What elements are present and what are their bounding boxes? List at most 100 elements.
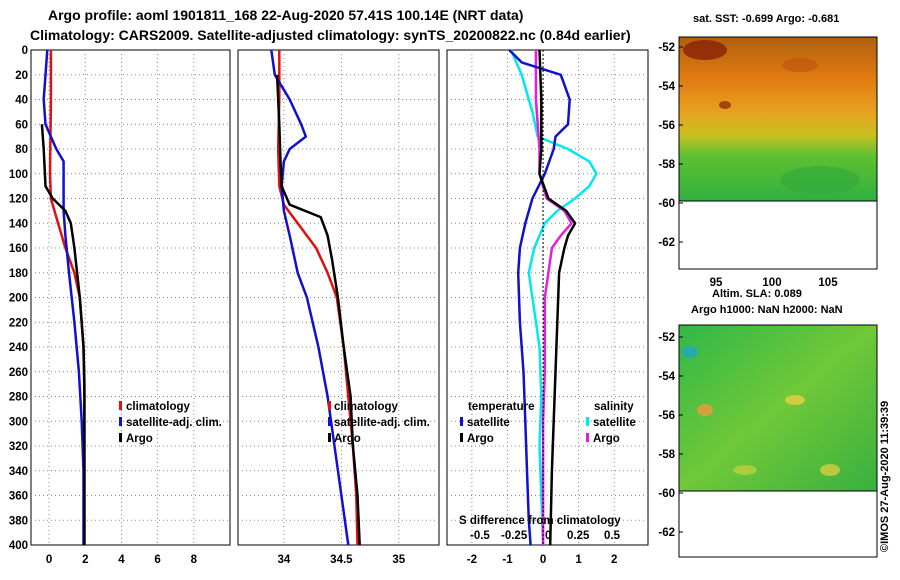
s-tick-05: 0.5 xyxy=(604,530,621,542)
depth-tick-label: 300 xyxy=(9,416,28,428)
depth-tick-label: 120 xyxy=(9,194,28,206)
series-line-t-satellite xyxy=(509,49,598,546)
depth-tick-label: 60 xyxy=(15,119,28,131)
lon-tick-95: 95 xyxy=(710,277,723,289)
depth-tick-label: 200 xyxy=(9,293,28,305)
lon-tick-100: 100 xyxy=(762,277,781,289)
sla-map-title-2: Argo h1000: NaN h2000: NaN xyxy=(691,304,843,316)
series-line-satellite-adj-clim- xyxy=(42,49,85,545)
salinity-panel: 34 34.5 35 xyxy=(237,49,440,566)
temperature-x-tick: 6 xyxy=(154,554,160,566)
depth-tick-label: 180 xyxy=(9,268,28,280)
legend-swatch-climatology-2 xyxy=(328,401,331,410)
difference-panel: -2 -1 0 1 2 xyxy=(446,49,649,566)
difference-legend: temperature satellite Argo salinity sate… xyxy=(459,401,636,542)
difference-x-label: S difference from climatology xyxy=(459,515,621,527)
s-tick-0: 0 xyxy=(545,530,551,542)
series-line-satellite-adj-clim- xyxy=(270,49,350,546)
temperature-frame xyxy=(30,49,231,546)
depth-tick-label: 360 xyxy=(9,491,28,503)
salinity-x-tick: 34 xyxy=(278,554,291,566)
temperature-diff-x-tick: 1 xyxy=(575,554,582,566)
sla-negative-patch xyxy=(682,346,698,358)
legend-satellite: satellite-adj. clim. xyxy=(126,417,222,429)
sla-positive-patch xyxy=(820,464,840,476)
title-line-2: Climatology: CARS2009. Satellite-adjuste… xyxy=(30,27,631,43)
temperature-x-tick: 2 xyxy=(82,554,88,566)
s-tick-neg05: -0.5 xyxy=(470,530,490,542)
depth-tick-label: 80 xyxy=(15,144,28,156)
depth-tick-label: 280 xyxy=(9,392,28,404)
legend-swatch-s-argo xyxy=(586,433,589,442)
legend-argo: Argo xyxy=(126,433,153,445)
sst-map-title: sat. SST: -0.699 Argo: -0.681 xyxy=(693,13,839,25)
lat-tick-label: -60 xyxy=(658,488,675,500)
lat-tick-label: -62 xyxy=(658,237,675,249)
legend-swatch-argo xyxy=(119,433,122,442)
series-line-argo xyxy=(275,74,361,546)
sla-map: Altim. SLA: 0.089 Argo h1000: NaN h2000:… xyxy=(658,288,878,558)
lat-tick-label: -52 xyxy=(658,332,675,344)
sst-warm-patch xyxy=(782,58,818,72)
legend-temperature-title: temperature xyxy=(468,401,534,413)
temperature-x-tick: 4 xyxy=(118,554,125,566)
s-tick-neg025: -0.25 xyxy=(501,530,528,542)
sla-positive-patch xyxy=(785,395,805,405)
legend-swatch-argo-2 xyxy=(328,433,331,442)
legend-swatch-t-satellite xyxy=(460,417,463,426)
sla-positive-patch xyxy=(733,465,757,475)
temperature-diff-x-tick: -2 xyxy=(467,554,477,566)
lat-tick-label: -58 xyxy=(658,449,675,461)
sla-map-title-1: Altim. SLA: 0.089 xyxy=(712,288,802,300)
depth-tick-label: 20 xyxy=(15,70,28,82)
legend-swatch-satellite-2 xyxy=(328,417,331,426)
temperature-diff-x-tick: -1 xyxy=(502,554,513,566)
temperature-diff-x-tick: 2 xyxy=(611,554,617,566)
series-line-argo xyxy=(40,124,86,545)
lat-tick-label: -56 xyxy=(658,410,675,422)
depth-tick-label: 320 xyxy=(9,441,28,453)
legend-s-satellite: satellite xyxy=(593,417,636,429)
imos-credit: ©IMOS 27-Aug-2020 11:39:39 xyxy=(879,401,891,552)
salinity-legend: climatology satellite-adj. clim. Argo xyxy=(328,401,430,445)
depth-tick-label: 100 xyxy=(9,169,28,181)
legend-swatch-climatology xyxy=(119,401,122,410)
legend-salinity-title: salinity xyxy=(594,401,634,413)
depth-tick-label: 260 xyxy=(9,367,28,379)
legend-t-argo: Argo xyxy=(467,433,494,445)
lat-tick-label: -52 xyxy=(658,42,675,54)
depth-tick-label: 380 xyxy=(9,515,28,527)
salinity-x-tick: 34.5 xyxy=(330,554,353,566)
depth-tick-label: 240 xyxy=(9,342,28,354)
sst-nodata-area xyxy=(678,200,878,270)
legend-argo-2: Argo xyxy=(334,433,361,445)
legend-t-satellite: satellite xyxy=(467,417,510,429)
depth-tick-label: 340 xyxy=(9,466,28,478)
sst-frame xyxy=(678,36,878,270)
legend-s-argo: Argo xyxy=(593,433,620,445)
legend-swatch-satellite xyxy=(119,417,122,426)
sla-frame xyxy=(678,324,878,558)
lat-tick-label: -56 xyxy=(658,120,675,132)
sst-warm-patch xyxy=(683,40,727,60)
sst-map: sat. SST: -0.699 Argo: -0.681 -52 -54 -56 -… xyxy=(658,13,878,289)
legend-swatch-s-satellite xyxy=(586,417,589,426)
depth-tick-label: 160 xyxy=(9,243,28,255)
sla-nodata-area xyxy=(678,490,878,558)
lat-tick-label: -62 xyxy=(658,527,675,539)
depth-tick-label: 220 xyxy=(9,317,28,329)
lat-tick-label: -60 xyxy=(658,198,675,210)
lat-tick-label: -54 xyxy=(658,371,675,383)
temperature-panel: 0 2 4 6 802040608010012014016018020022024026… xyxy=(9,45,231,566)
sst-warm-patch xyxy=(719,101,731,109)
lat-tick-label: -54 xyxy=(658,81,675,93)
legend-swatch-t-argo xyxy=(460,433,463,442)
temperature-diff-x-tick: 0 xyxy=(540,554,546,566)
depth-tick-label: 400 xyxy=(9,540,28,552)
temperature-x-tick: 8 xyxy=(191,554,198,566)
depth-tick-label: 0 xyxy=(22,45,28,57)
lat-tick-label: -58 xyxy=(658,159,675,171)
series-line-s-satellite xyxy=(508,49,571,546)
series-line-s-argo xyxy=(538,49,577,546)
title-line-1: Argo profile: aoml 1901811_168 22-Aug-20… xyxy=(48,7,523,23)
